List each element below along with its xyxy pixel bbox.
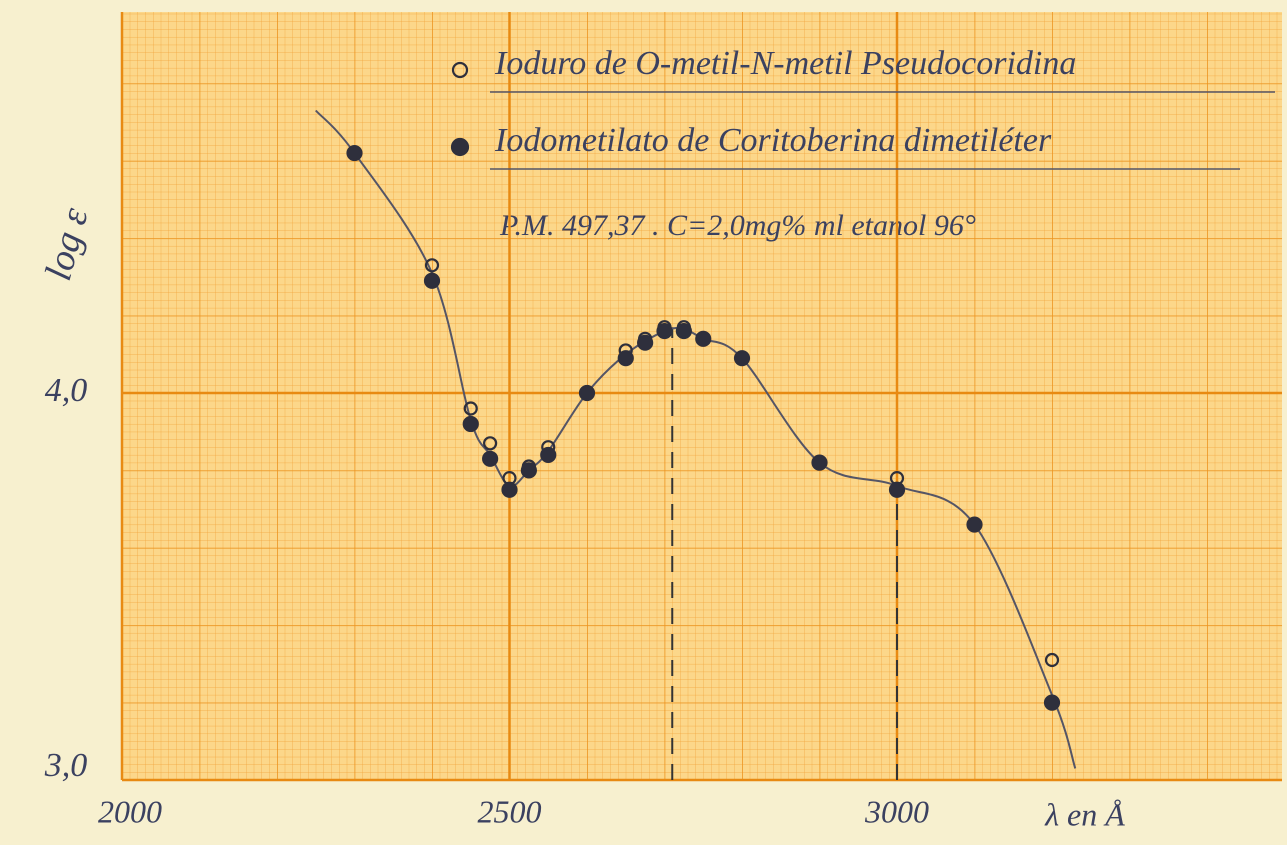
filled-point xyxy=(1045,696,1059,710)
x-tick-label: 2000 xyxy=(98,793,162,829)
legend-marker xyxy=(452,139,468,155)
chart: log ε λ en Å P.M. 497,37 . C=2,0mg% ml e… xyxy=(0,0,1287,845)
x-tick-label: 2500 xyxy=(478,793,542,829)
filled-point xyxy=(580,386,594,400)
y-axis-label: log ε xyxy=(37,203,96,284)
filled-point xyxy=(464,417,478,431)
annotation: P.M. 497,37 . C=2,0mg% ml etanol 96° xyxy=(499,209,976,242)
y-tick-label: 4,0 xyxy=(45,372,88,409)
filled-point xyxy=(813,456,827,470)
filled-point xyxy=(638,336,652,350)
filled-point xyxy=(677,324,691,338)
filled-point xyxy=(541,448,555,462)
filled-point xyxy=(696,332,710,346)
filled-point xyxy=(968,518,982,532)
filled-point xyxy=(348,146,362,160)
legend-label: Iodometilato de Coritoberina dimetiléter xyxy=(494,122,1052,159)
legend-label: Ioduro de O-metil-N-metil Pseudocoridina xyxy=(494,45,1076,82)
filled-point xyxy=(503,483,517,497)
filled-point xyxy=(735,351,749,365)
y-tick-label: 3,0 xyxy=(44,747,88,784)
filled-point xyxy=(658,324,672,338)
filled-point xyxy=(619,351,633,365)
x-axis-label: λ en Å xyxy=(1044,796,1125,832)
x-tick-label: 3000 xyxy=(864,793,929,829)
filled-point xyxy=(483,452,497,466)
filled-point xyxy=(522,463,536,477)
filled-point xyxy=(890,483,904,497)
filled-point xyxy=(425,274,439,288)
